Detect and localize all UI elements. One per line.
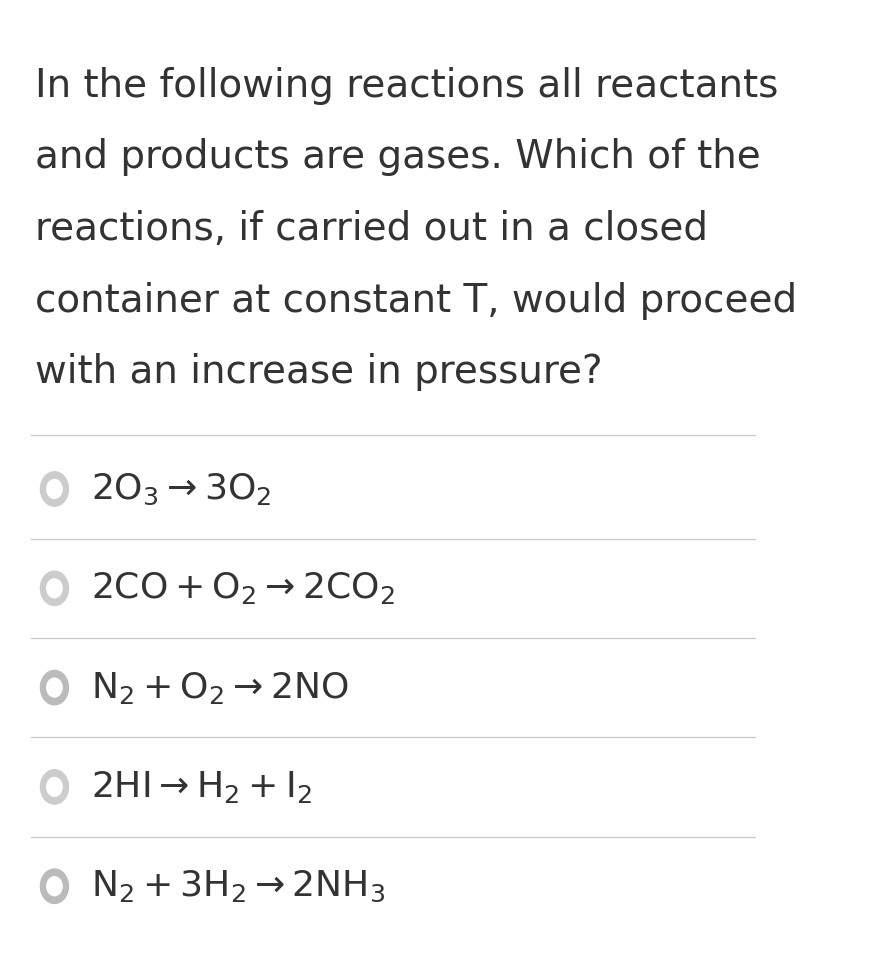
Circle shape: [41, 472, 68, 506]
Text: $\mathregular{2O_3 \rightarrow 3O_2}$: $\mathregular{2O_3 \rightarrow 3O_2}$: [91, 472, 272, 506]
Circle shape: [41, 770, 68, 804]
Text: $\mathregular{N_2 + 3H_2 \rightarrow 2NH_3}$: $\mathregular{N_2 + 3H_2 \rightarrow 2NH…: [91, 869, 385, 903]
Circle shape: [41, 670, 68, 705]
Text: $\mathregular{2HI \rightarrow H_2 + I_2}$: $\mathregular{2HI \rightarrow H_2 + I_2}…: [91, 769, 312, 805]
Text: $\mathregular{2CO + O_2 \rightarrow 2CO_2}$: $\mathregular{2CO + O_2 \rightarrow 2CO_…: [91, 570, 395, 606]
Circle shape: [47, 877, 62, 896]
Circle shape: [47, 777, 62, 796]
Text: In the following reactions all reactants: In the following reactions all reactants: [35, 67, 779, 105]
Text: and products are gases. Which of the: and products are gases. Which of the: [35, 138, 761, 177]
Circle shape: [47, 579, 62, 598]
Text: with an increase in pressure?: with an increase in pressure?: [35, 353, 603, 392]
Circle shape: [47, 678, 62, 697]
Circle shape: [47, 479, 62, 499]
Text: container at constant T, would proceed: container at constant T, would proceed: [35, 282, 797, 320]
Circle shape: [41, 571, 68, 605]
Circle shape: [41, 869, 68, 903]
Text: $\mathregular{N_2 + O_2 \rightarrow 2NO}$: $\mathregular{N_2 + O_2 \rightarrow 2NO}…: [91, 669, 349, 706]
Text: reactions, if carried out in a closed: reactions, if carried out in a closed: [35, 210, 708, 248]
